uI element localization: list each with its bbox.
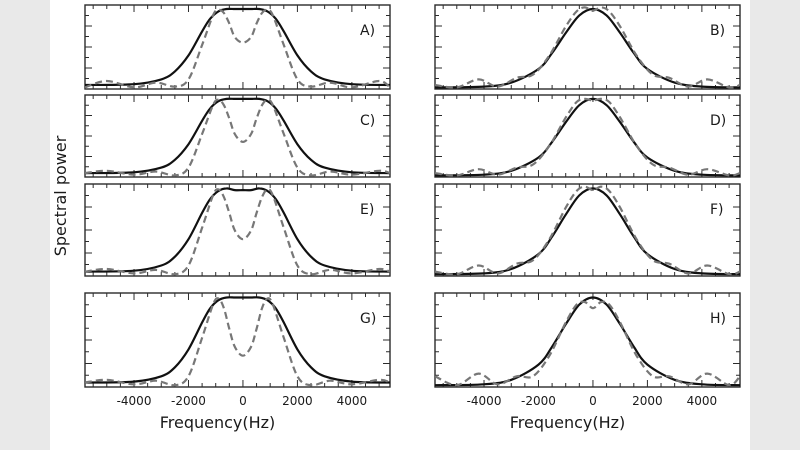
panel-b-dashed-series bbox=[435, 6, 740, 89]
x-axis-title: Frequency(Hz) bbox=[160, 413, 276, 432]
panel-a: A) bbox=[84, 4, 391, 90]
panel-b-label: B) bbox=[710, 23, 725, 39]
panel-g-label: G) bbox=[360, 311, 376, 327]
panel-d-dashed-series bbox=[435, 97, 740, 177]
panel-e-dashed-series bbox=[85, 188, 390, 276]
x-tick-label: 2000 bbox=[282, 394, 313, 408]
panel-c-dashed-series bbox=[85, 98, 390, 177]
panel-e-label: E) bbox=[360, 202, 374, 218]
panel-h-label: H) bbox=[710, 311, 726, 327]
x-tick-label: -4000 bbox=[467, 394, 502, 408]
panel-c-solid-series bbox=[85, 97, 390, 175]
panel-e: E) bbox=[84, 183, 391, 277]
panel-g: G) bbox=[84, 292, 391, 388]
panel-a-dashed-series bbox=[85, 8, 390, 89]
panel-c-label: C) bbox=[360, 113, 375, 129]
panel-f-solid-series bbox=[435, 187, 740, 276]
panel-e-solid-series bbox=[85, 187, 390, 273]
panel-h-solid-series bbox=[435, 296, 740, 387]
panel-f-dashed-series bbox=[435, 185, 740, 276]
panel-h-dashed-series bbox=[435, 300, 740, 387]
panel-f-frame bbox=[434, 183, 741, 277]
panel-b: B) bbox=[434, 4, 741, 90]
x-tick-label: 0 bbox=[239, 394, 247, 408]
panel-f: F) bbox=[434, 183, 741, 277]
y-axis-title: Spectral power bbox=[51, 135, 70, 256]
panel-g-solid-series bbox=[85, 296, 390, 384]
figure: A) B) C) D) E) F) G) H) -4000 -2000 0 2000 4000 Frequ… bbox=[50, 0, 750, 450]
panel-d-solid-series bbox=[435, 97, 740, 177]
x-tick-label: 0 bbox=[589, 394, 597, 408]
spectral-power-chart: A) B) C) D) E) F) G) H) -4000 -2000 0 2000 4000 Frequ… bbox=[51, 4, 741, 432]
panel-b-frame bbox=[434, 4, 741, 90]
panel-g-dashed-series bbox=[85, 297, 390, 387]
x-tick-label: 2000 bbox=[632, 394, 663, 408]
panel-e-frame bbox=[84, 183, 391, 277]
panel-a-label: A) bbox=[360, 23, 375, 39]
x-tick-label: 4000 bbox=[337, 394, 368, 408]
panel-d-label: D) bbox=[710, 113, 726, 129]
panel-d: D) bbox=[434, 94, 741, 178]
panel-c-frame bbox=[84, 94, 391, 178]
x-axis-title: Frequency(Hz) bbox=[510, 413, 626, 432]
panel-b-solid-series bbox=[435, 7, 740, 89]
panel-h: H) bbox=[434, 292, 741, 388]
x-tick-label: 4000 bbox=[687, 394, 718, 408]
panel-f-label: F) bbox=[710, 202, 724, 218]
x-tick-label: -2000 bbox=[521, 394, 556, 408]
panel-a-solid-series bbox=[85, 7, 390, 87]
x-tick-label: -2000 bbox=[171, 394, 206, 408]
x-tick-label: -4000 bbox=[117, 394, 152, 408]
panel-d-frame bbox=[434, 94, 741, 178]
panel-c: C) bbox=[84, 94, 391, 178]
panel-g-frame bbox=[84, 292, 391, 388]
panel-a-frame bbox=[84, 4, 391, 90]
